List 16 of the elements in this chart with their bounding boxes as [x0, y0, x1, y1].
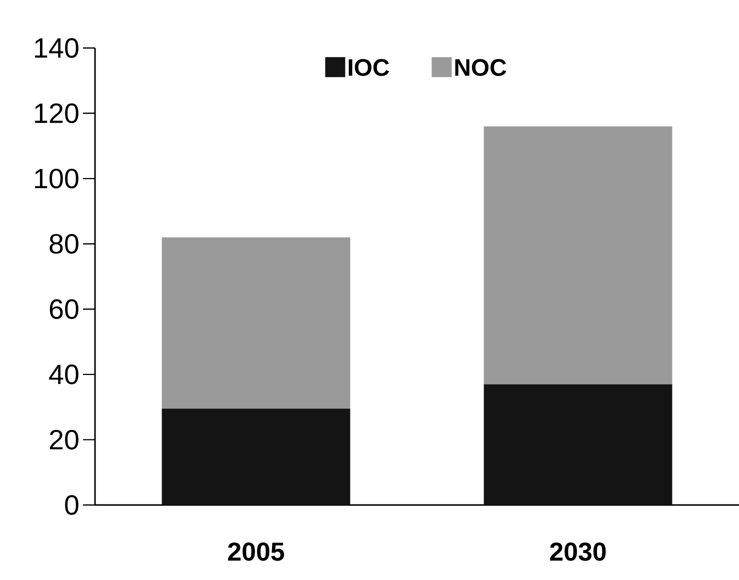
x-tick-label: 2005	[228, 542, 284, 561]
legend-label: IOC	[348, 59, 390, 76]
y-tick-label: 0	[65, 495, 78, 515]
y-tick-label: 140	[35, 38, 78, 58]
y-tick-label: 20	[50, 430, 78, 450]
y-tick-label: 100	[35, 168, 78, 188]
y-tick-label: 60	[50, 299, 78, 319]
y-tick-label: 40	[49, 364, 78, 384]
bar	[162, 408, 350, 505]
bar	[484, 126, 672, 384]
y-tick-label: 80	[50, 234, 78, 254]
x-tick-label: 2030	[550, 542, 606, 561]
legend-label: NOC	[455, 59, 506, 76]
bar	[484, 384, 672, 505]
y-tick-label: 120	[35, 103, 78, 124]
bar	[162, 237, 350, 409]
